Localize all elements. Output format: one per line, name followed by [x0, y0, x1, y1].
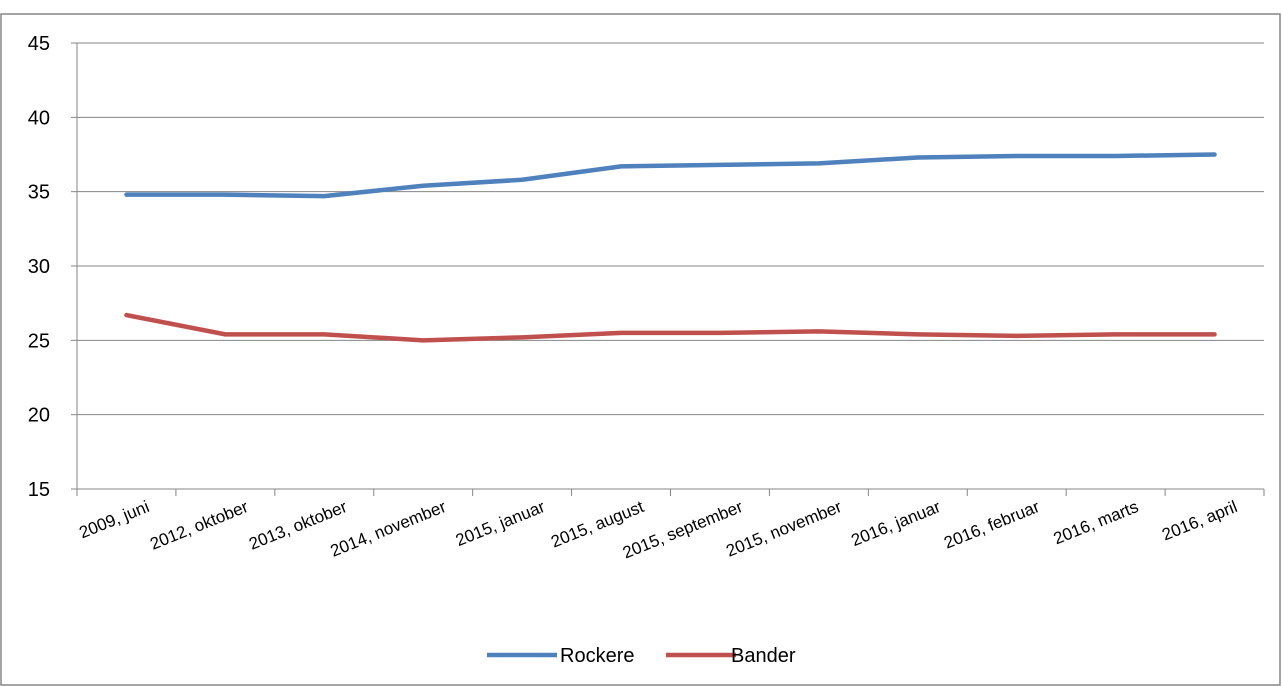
legend: Rockere Bander [487, 645, 796, 667]
y-tick-label: 35 [28, 182, 50, 204]
legend-label-rockere: Rockere [560, 645, 634, 667]
y-tick-label: 45 [28, 33, 50, 55]
chart-border [0, 13, 1281, 686]
y-tick-label: 40 [28, 107, 50, 129]
series-line-bander [124, 312, 1217, 343]
gridlines [77, 42, 1264, 416]
y-tick-label: 25 [28, 330, 50, 352]
y-tick-label: 30 [28, 256, 50, 278]
y-tick-label: 15 [28, 479, 50, 501]
series-layer [124, 152, 1217, 343]
y-axis: 15 20 25 30 35 40 45 [28, 33, 78, 501]
series-line-rockere [124, 152, 1217, 199]
legend-label-bander: Bander [731, 645, 796, 667]
y-tick-label: 20 [28, 405, 50, 427]
